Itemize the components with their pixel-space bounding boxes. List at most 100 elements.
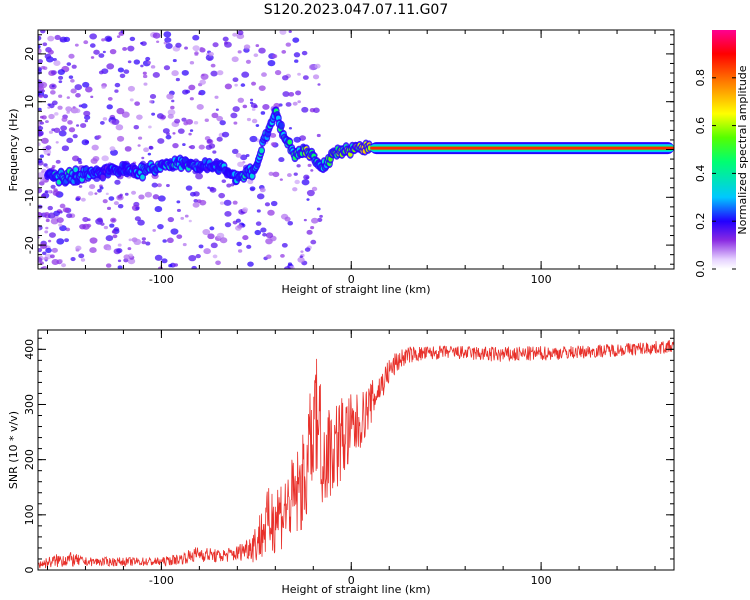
snr-frame <box>37 329 675 571</box>
spectrogram-speckle <box>105 192 109 196</box>
spectrogram-speckle <box>198 92 202 96</box>
spectrogram-speckle <box>270 142 276 147</box>
spectrogram-speckle <box>47 153 51 156</box>
spectrogram-speckle <box>317 217 323 222</box>
spectrogram-speckle <box>199 46 204 50</box>
spectrogram-speckle <box>175 42 182 48</box>
spectrogram-speckle <box>38 227 41 231</box>
x-tick-label: -100 <box>149 574 174 587</box>
spectrogram-speckle <box>176 208 181 213</box>
spectrogram-speckle <box>117 243 122 247</box>
spectrogram-speckle <box>106 246 112 251</box>
spectrogram-speckle <box>212 150 217 154</box>
spectrogram-speckle <box>172 132 176 135</box>
spectrogram-xlabel: Height of straight line (km) <box>281 283 430 296</box>
spectrogram-speckle <box>102 50 106 54</box>
spectrogram-speckle <box>38 257 43 263</box>
spectrogram-speckle <box>39 81 48 89</box>
spectrogram-speckle <box>172 58 177 63</box>
spectrogram-speckle <box>60 125 68 131</box>
spectrogram-speckle <box>111 230 116 234</box>
spectrogram-speckle <box>113 201 119 206</box>
spectrogram-speckle <box>163 65 171 71</box>
spectrogram-speckle <box>144 191 152 198</box>
spectrogram-speckle <box>301 50 308 56</box>
spectrogram-speckle <box>80 197 86 202</box>
y-tick-label: 0 <box>23 146 36 153</box>
spectrogram-speckle <box>38 181 45 186</box>
spectrogram-speckle <box>152 32 161 39</box>
spectrogram-speckle <box>216 136 223 142</box>
spectrogram-speckle <box>80 123 87 129</box>
spectrogram-speckle <box>249 101 254 105</box>
spectrogram-speckle <box>293 52 301 58</box>
spectrogram-speckle <box>105 235 114 242</box>
spectrogram-speckle <box>310 225 315 230</box>
spectrogram-ridge-core <box>259 148 264 154</box>
spectrogram-speckle <box>191 265 197 269</box>
spectrogram-speckle <box>116 107 125 115</box>
spectrogram-speckle <box>193 120 199 125</box>
spectrogram-speckle <box>57 69 65 76</box>
spectrogram-speckle <box>288 126 293 130</box>
spectrogram-speckle <box>301 106 309 113</box>
spectrogram-speckle <box>47 35 55 42</box>
spectrogram-speckle <box>241 71 250 78</box>
spectrogram-speckle <box>310 169 314 172</box>
spectrogram-speckle <box>304 247 311 252</box>
spectrogram-speckle <box>109 223 115 228</box>
spectrogram-speckle <box>167 216 175 223</box>
spectrogram-speckle <box>44 53 52 59</box>
spectrogram-speckle <box>117 259 122 263</box>
spectrogram-speckle <box>109 146 116 151</box>
spectrogram-speckle <box>58 223 63 227</box>
spectrogram-speckle <box>87 191 94 196</box>
spectrogram-speckle <box>127 247 132 251</box>
spectrogram-speckle <box>182 143 186 146</box>
spectrogram-speckle <box>41 265 48 269</box>
spectrogram-speckle <box>236 241 242 247</box>
y-tick-label: 20 <box>23 47 36 61</box>
spectrogram-speckle <box>267 209 275 216</box>
x-tick-label: 100 <box>531 273 552 286</box>
spectrogram-speckle <box>173 263 179 267</box>
spectrogram-speckle <box>47 49 54 55</box>
spectrogram-speckle <box>307 163 312 167</box>
spectrogram-speckle <box>235 153 242 158</box>
spectrogram-speckle <box>44 212 50 216</box>
spectrogram-speckle <box>105 263 112 268</box>
spectrogram-speckle <box>70 88 77 94</box>
spectrogram-speckle <box>237 97 245 103</box>
spectrogram-speckle <box>55 159 61 164</box>
spectrogram-speckle <box>311 217 319 224</box>
spectrogram-speckle <box>292 37 300 43</box>
spectrogram-speckle <box>78 253 85 259</box>
spectrogram-speckle <box>42 94 49 99</box>
spectrogram-speckle <box>160 114 166 120</box>
spectrogram-speckle <box>50 70 57 75</box>
spectrogram-speckle <box>133 59 141 65</box>
spectrogram-speckle <box>103 225 109 230</box>
spectrogram-speckle <box>167 109 176 116</box>
spectrogram-speckle <box>222 36 229 42</box>
spectrogram-speckle <box>40 30 46 34</box>
spectrogram-speckle <box>145 56 151 61</box>
spectrogram-speckle <box>96 135 102 139</box>
spectrogram-speckle <box>38 131 43 137</box>
spectrogram-speckle <box>285 102 292 107</box>
spectrogram-speckle <box>61 263 67 268</box>
spectrogram-speckle <box>242 104 248 109</box>
spectrogram-speckle <box>184 214 189 218</box>
spectrogram-speckle <box>176 234 183 239</box>
spectrogram-speckle <box>148 145 154 150</box>
spectrogram-speckle <box>226 183 232 188</box>
spectrogram-speckle <box>124 192 129 196</box>
spectrogram-speckle <box>303 218 307 222</box>
spectrogram-speckle <box>41 89 45 93</box>
spectrogram-speckle <box>38 48 42 54</box>
spectrogram-speckle <box>47 106 51 109</box>
spectrogram-speckle <box>57 105 63 110</box>
spectrogram-speckle <box>237 249 243 253</box>
spectrogram-speckle <box>189 61 195 65</box>
